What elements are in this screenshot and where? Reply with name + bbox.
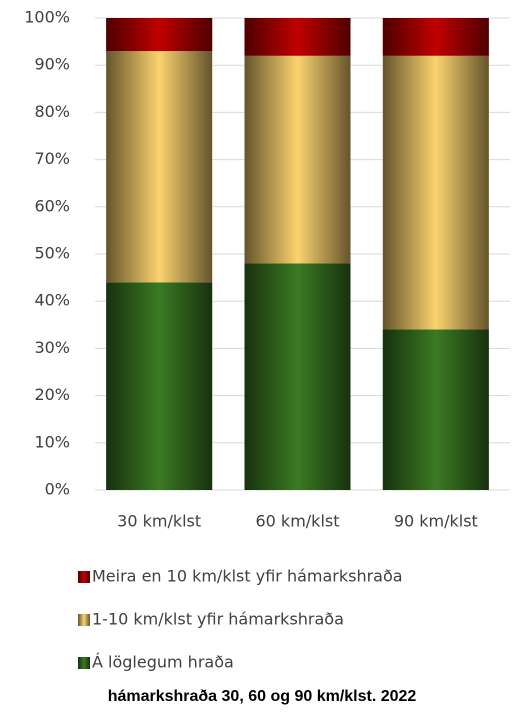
legend-swatch-shade [78,657,90,669]
y-tick-label: 50% [34,244,70,263]
legend-label: Á löglegum hraða [92,653,234,672]
y-tick-label: 20% [34,385,70,404]
y-tick-label: 70% [34,149,70,168]
y-tick-label: 40% [34,291,70,310]
legend-swatch-shade [78,571,90,583]
legend-label: Meira en 10 km/klst yfir hámarkshraða [92,567,403,586]
y-tick-label: 0% [45,480,70,499]
caption: hámarkshraða 30, 60 og 90 km/klst. 2022 [108,688,417,705]
x-tick-label: 60 km/klst [255,512,339,531]
x-tick-label: 30 km/klst [117,512,201,531]
bar-shade [106,18,213,52]
x-tick-label: 90 km/klst [394,512,478,531]
bar-shade [244,55,351,264]
y-tick-label: 10% [34,432,70,451]
legend-swatch-shade [78,614,90,626]
bar-shade [244,263,351,490]
y-tick-label: 90% [34,55,70,74]
legend-label: 1-10 km/klst yfir hámarkshraða [92,610,344,629]
bar-shade [106,282,213,490]
y-tick-label: 60% [34,196,70,215]
bar-shade [106,51,213,283]
bar-shade [382,18,489,56]
bar-shade [382,329,489,490]
y-tick-label: 30% [34,338,70,357]
bar-shade [244,18,351,56]
bar-shade [382,55,489,330]
y-tick-label: 80% [34,102,70,121]
y-tick-label: 100% [24,8,70,27]
